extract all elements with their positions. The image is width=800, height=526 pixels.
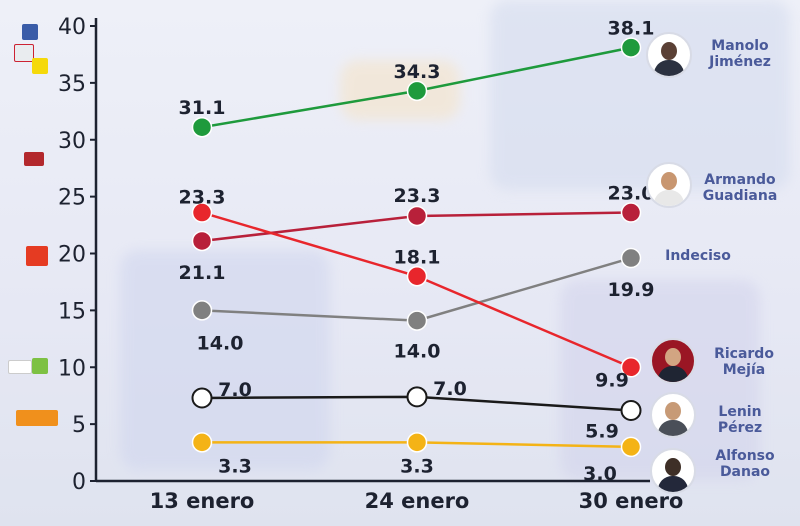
data-label: 7.0 bbox=[433, 378, 467, 400]
avatar-alfonso-danao bbox=[650, 448, 696, 494]
legend-line: Mejía bbox=[722, 362, 766, 378]
y-tick-label: 0 bbox=[72, 470, 86, 495]
background-screen-shape bbox=[490, 0, 790, 190]
data-label: 3.0 bbox=[583, 463, 617, 485]
legend-label-lenin-perez: Lenin Pérez bbox=[680, 404, 800, 436]
avatar-ricardo-mejia bbox=[650, 338, 696, 384]
legend-line: Danao bbox=[719, 464, 771, 480]
data-point bbox=[620, 202, 642, 223]
data-label: 23.3 bbox=[179, 187, 226, 209]
x-tick-label: 13 enero bbox=[150, 489, 255, 513]
x-tick-label: 24 enero bbox=[365, 489, 470, 513]
data-label: 23.3 bbox=[394, 185, 441, 207]
party-logo bbox=[32, 58, 48, 74]
data-point bbox=[191, 202, 213, 223]
legend-line: Manolo bbox=[711, 38, 769, 54]
avatar-armando-guadiana bbox=[646, 162, 692, 208]
data-point bbox=[406, 386, 428, 408]
party-logo bbox=[26, 246, 48, 266]
legend-line: Indeciso bbox=[665, 248, 731, 264]
legend-label-indeciso: Indeciso bbox=[638, 248, 758, 264]
data-label: 14.0 bbox=[394, 341, 441, 363]
background-figure-shape bbox=[120, 250, 330, 470]
party-logo bbox=[8, 360, 32, 374]
party-logo bbox=[14, 44, 34, 62]
y-tick-label: 25 bbox=[58, 186, 86, 211]
legend-label-ricardo-mejia: Ricardo Mejía bbox=[684, 346, 800, 378]
legend-label-armando-guadiana: Armando Guadiana bbox=[680, 172, 800, 204]
avatar-lenin-perez bbox=[650, 392, 696, 438]
party-logo bbox=[16, 410, 58, 426]
y-tick-label: 20 bbox=[58, 243, 86, 268]
party-logo bbox=[32, 358, 48, 374]
data-point bbox=[191, 300, 213, 321]
party-logo bbox=[24, 152, 44, 166]
data-point bbox=[406, 266, 428, 287]
background-screen-shape bbox=[340, 60, 460, 120]
data-label: 21.1 bbox=[179, 262, 226, 284]
legend-line: Alfonso bbox=[715, 448, 775, 464]
data-label: 3.3 bbox=[400, 455, 434, 477]
data-point bbox=[620, 399, 642, 421]
data-labels: 31.1 34.3 38.1 21.1 23.3 23.0 14.0 14.0 19.9 23.3… bbox=[179, 18, 655, 485]
y-tick-label: 40 bbox=[58, 15, 86, 40]
data-point bbox=[620, 247, 642, 269]
legend-label-manolo-jimenez: Manolo Jiménez bbox=[680, 38, 800, 70]
data-point bbox=[620, 37, 642, 58]
legend-line: Ricardo bbox=[714, 346, 774, 362]
legend-label-alfonso-danao: Alfonso Danao bbox=[685, 448, 800, 480]
data-label: 18.1 bbox=[394, 246, 441, 268]
data-point bbox=[191, 116, 213, 138]
data-label: 19.9 bbox=[608, 279, 655, 301]
y-tick-label: 35 bbox=[58, 72, 86, 97]
data-point bbox=[406, 205, 428, 227]
legend-line: Armando bbox=[704, 172, 776, 188]
party-logo bbox=[22, 24, 38, 40]
legend-line: Lenin bbox=[718, 404, 762, 420]
data-label: 31.1 bbox=[179, 97, 226, 119]
data-point bbox=[191, 387, 213, 409]
data-label: 5.9 bbox=[585, 420, 619, 442]
y-tick-label: 30 bbox=[58, 129, 86, 154]
avatar-manolo-jimenez bbox=[646, 32, 692, 78]
data-label: 23.0 bbox=[608, 183, 655, 205]
legend-line: Guadiana bbox=[702, 188, 778, 204]
y-tick-label: 10 bbox=[58, 356, 86, 381]
y-tick-label: 5 bbox=[72, 413, 86, 438]
data-point bbox=[191, 432, 213, 453]
data-label: 3.3 bbox=[218, 455, 252, 477]
data-point bbox=[406, 80, 428, 102]
data-label: 34.3 bbox=[394, 61, 441, 83]
data-point bbox=[406, 310, 428, 331]
data-points bbox=[191, 37, 642, 458]
data-point bbox=[406, 432, 428, 453]
legend-line: Pérez bbox=[717, 420, 763, 436]
data-point bbox=[191, 230, 213, 252]
data-label: 9.9 bbox=[595, 369, 629, 391]
data-label: 7.0 bbox=[218, 379, 252, 401]
y-tick-label: 15 bbox=[58, 299, 86, 324]
data-point bbox=[620, 436, 642, 458]
chart-axes bbox=[90, 18, 650, 483]
data-label: 14.0 bbox=[197, 332, 244, 354]
legend-line: Jiménez bbox=[709, 54, 771, 70]
data-label: 38.1 bbox=[608, 18, 655, 40]
data-point bbox=[620, 357, 642, 378]
